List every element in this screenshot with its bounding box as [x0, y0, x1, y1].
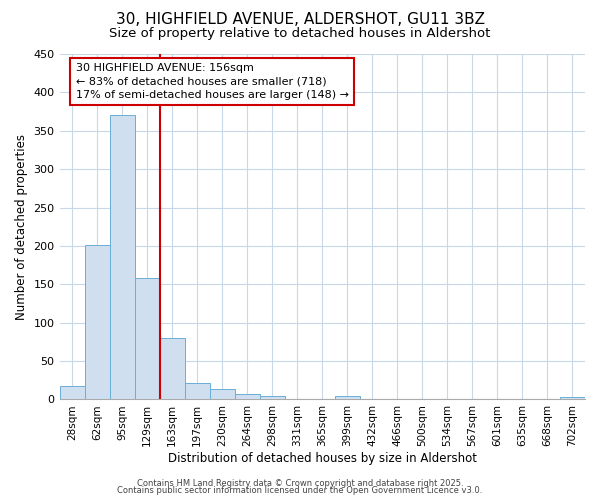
- Text: Size of property relative to detached houses in Aldershot: Size of property relative to detached ho…: [109, 28, 491, 40]
- X-axis label: Distribution of detached houses by size in Aldershot: Distribution of detached houses by size …: [168, 452, 477, 465]
- Text: Contains public sector information licensed under the Open Government Licence v3: Contains public sector information licen…: [118, 486, 482, 495]
- Y-axis label: Number of detached properties: Number of detached properties: [15, 134, 28, 320]
- Bar: [260, 396, 285, 400]
- Bar: [85, 245, 110, 400]
- Bar: [59, 386, 85, 400]
- Bar: [134, 278, 160, 400]
- Bar: [235, 394, 260, 400]
- Bar: [335, 396, 360, 400]
- Bar: [560, 397, 585, 400]
- Bar: [209, 388, 235, 400]
- Text: Contains HM Land Registry data © Crown copyright and database right 2025.: Contains HM Land Registry data © Crown c…: [137, 478, 463, 488]
- Bar: [160, 338, 185, 400]
- Text: 30, HIGHFIELD AVENUE, ALDERSHOT, GU11 3BZ: 30, HIGHFIELD AVENUE, ALDERSHOT, GU11 3B…: [115, 12, 485, 28]
- Text: 30 HIGHFIELD AVENUE: 156sqm
← 83% of detached houses are smaller (718)
17% of se: 30 HIGHFIELD AVENUE: 156sqm ← 83% of det…: [76, 63, 349, 100]
- Bar: [185, 382, 209, 400]
- Bar: [110, 116, 134, 400]
